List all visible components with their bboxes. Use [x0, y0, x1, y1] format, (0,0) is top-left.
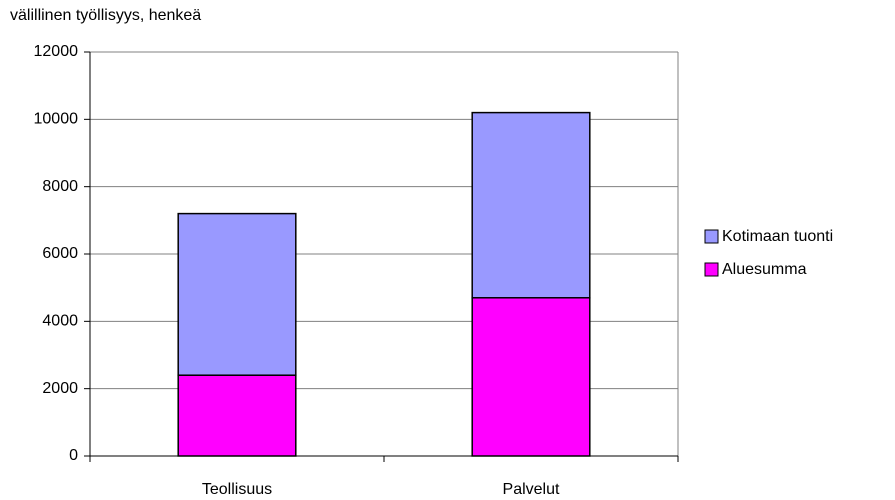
y-tick-label: 8000 [42, 178, 78, 195]
y-tick-label: 0 [69, 447, 78, 464]
y-tick-label: 12000 [34, 43, 79, 60]
x-tick-label: Teollisuus [202, 481, 272, 498]
legend-swatch [704, 262, 719, 277]
x-tick-label: Palvelut [503, 481, 560, 498]
legend-swatch [704, 229, 719, 244]
legend-label: Aluesumma [722, 261, 807, 278]
y-tick-label: 4000 [42, 313, 78, 330]
bar-segment [471, 111, 591, 299]
bar-segment [177, 374, 297, 457]
y-tick-label: 10000 [34, 111, 79, 128]
bar-segment [471, 297, 591, 457]
bar-segment [177, 212, 297, 376]
y-tick-label: 2000 [42, 380, 78, 397]
y-axis-label: välillinen työllisyys, henkeä [10, 7, 201, 24]
y-tick-label: 6000 [42, 245, 78, 262]
legend-label: Kotimaan tuonti [722, 228, 833, 245]
